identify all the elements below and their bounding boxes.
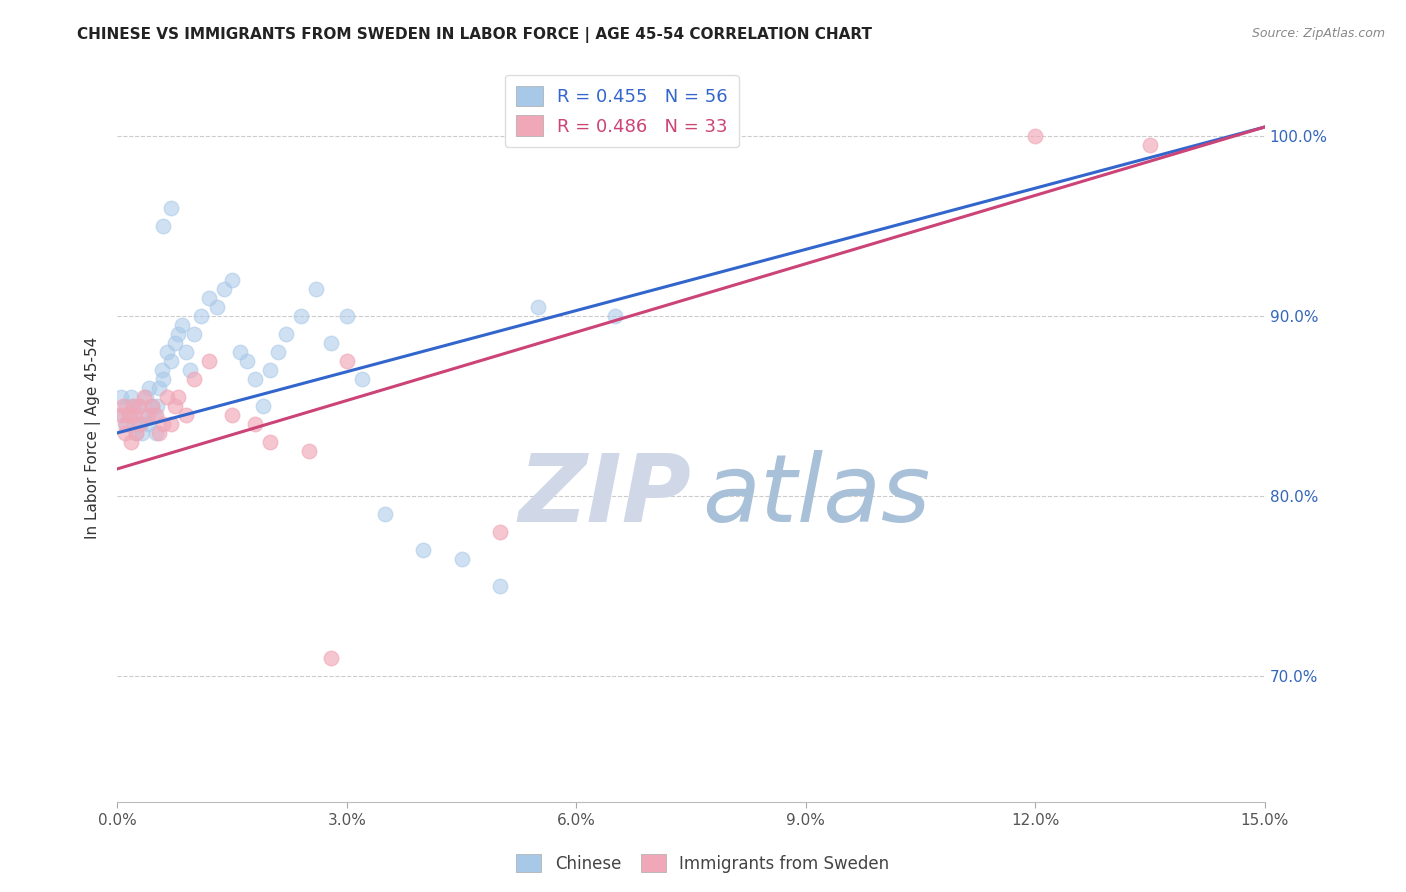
Point [115,417,138,431]
Point [252,399,274,413]
Point [121,399,143,413]
Point [150,363,173,377]
Point [156,345,179,359]
Point [145,425,167,440]
Point [138,381,160,395]
Point [336,354,359,368]
Legend: Chinese, Immigrants from Sweden: Chinese, Immigrants from Sweden [510,847,896,880]
Point [118,408,141,422]
Point [174,408,197,422]
Point [321,651,343,665]
Point [198,291,221,305]
Legend: R = 0.455   N = 56, R = 0.486   N = 33: R = 0.455 N = 56, R = 0.486 N = 33 [505,75,738,147]
Point [131,425,153,440]
Point [228,345,250,359]
Point [112,399,135,413]
Text: ZIP: ZIP [519,450,692,541]
Point [305,282,328,296]
Point [129,417,152,431]
Point [128,399,150,413]
Text: atlas: atlas [703,450,931,541]
Point [297,443,319,458]
Point [1139,138,1161,153]
Point [114,425,136,440]
Point [112,408,135,422]
Point [152,372,174,386]
Point [110,408,132,422]
Point [122,417,145,431]
Point [118,408,141,422]
Point [163,399,186,413]
Point [132,390,155,404]
Point [136,417,159,431]
Point [488,579,510,593]
Point [143,408,166,422]
Point [221,408,243,422]
Point [156,390,179,404]
Point [267,345,290,359]
Point [179,363,201,377]
Point [290,309,312,323]
Point [243,417,266,431]
Point [141,399,163,413]
Point [135,390,157,404]
Point [148,381,170,395]
Point [115,399,138,413]
Point [120,390,142,404]
Point [450,552,472,566]
Point [122,408,145,422]
Text: Source: ZipAtlas.com: Source: ZipAtlas.com [1251,27,1385,40]
Point [159,417,181,431]
Point [125,425,148,440]
Point [527,300,550,314]
Point [205,300,228,314]
Point [172,318,194,332]
Point [336,309,359,323]
Point [243,372,266,386]
Point [321,335,343,350]
Point [110,390,132,404]
Point [121,399,143,413]
Y-axis label: In Labor Force | Age 45-54: In Labor Force | Age 45-54 [86,336,101,539]
Point [159,354,181,368]
Point [167,390,190,404]
Point [183,372,205,386]
Point [259,363,281,377]
Point [148,425,170,440]
Point [159,201,181,215]
Point [152,219,174,233]
Point [259,434,281,449]
Point [352,372,374,386]
Point [128,399,150,413]
Point [412,542,434,557]
Point [214,282,236,296]
Point [221,273,243,287]
Point [163,335,186,350]
Point [146,399,169,413]
Point [1024,128,1046,143]
Point [125,425,148,440]
Point [236,354,259,368]
Point [129,417,152,431]
Point [114,417,136,431]
Point [374,507,396,521]
Point [174,345,197,359]
Point [120,434,142,449]
Point [274,326,297,341]
Point [190,309,212,323]
Point [488,524,510,539]
Point [136,408,159,422]
Point [198,354,221,368]
Point [167,326,190,341]
Point [603,309,626,323]
Point [183,326,205,341]
Text: CHINESE VS IMMIGRANTS FROM SWEDEN IN LABOR FORCE | AGE 45-54 CORRELATION CHART: CHINESE VS IMMIGRANTS FROM SWEDEN IN LAB… [77,27,872,43]
Point [141,399,163,413]
Point [132,408,155,422]
Point [152,417,174,431]
Point [145,408,167,422]
